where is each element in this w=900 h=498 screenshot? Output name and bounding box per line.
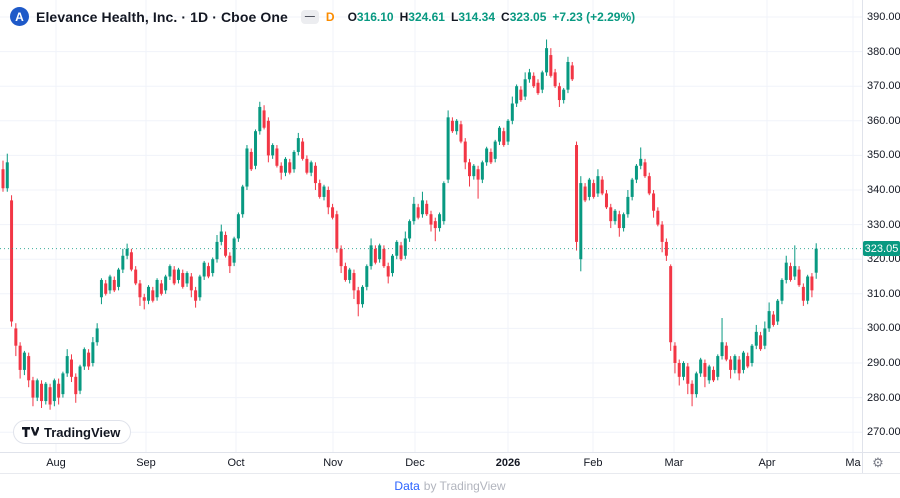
change-value: +7.23 (+2.29%) bbox=[552, 9, 636, 24]
attribution-bar: Data by TradingView bbox=[0, 474, 900, 498]
close-label: C bbox=[501, 9, 510, 24]
price-tick-label: 320.00 bbox=[867, 253, 900, 266]
open-value: 316.10 bbox=[356, 9, 394, 24]
time-tick-label: Mar bbox=[664, 457, 684, 469]
ohlc-readout: O316.10 H324.61 L314.34 C323.05 +7.23 (+… bbox=[348, 10, 636, 24]
chart-plot-area[interactable] bbox=[0, 0, 862, 452]
tradingview-logo-badge[interactable]: TradingView bbox=[13, 420, 132, 444]
tradingview-logo-icon bbox=[22, 426, 39, 437]
symbol-legend: A Elevance Health, Inc. · 1D · Cboe One … bbox=[10, 7, 635, 26]
price-tick-label: 290.00 bbox=[867, 357, 900, 369]
attribution-text: by TradingView bbox=[423, 479, 506, 493]
price-tick-label: 270.00 bbox=[867, 426, 900, 439]
gear-icon[interactable]: ⚙ bbox=[872, 455, 884, 470]
last-price-badge: 323.05 bbox=[863, 241, 900, 257]
data-link[interactable]: Data bbox=[394, 479, 420, 493]
time-tick-label: Dec bbox=[405, 457, 425, 469]
time-tick-label: 2026 bbox=[495, 457, 521, 469]
candlestick-chart bbox=[0, 0, 862, 452]
time-tick-label: Oct bbox=[227, 457, 245, 469]
time-tick-label: Feb bbox=[583, 457, 603, 469]
high-label: H bbox=[399, 9, 409, 24]
high-value: 324.61 bbox=[408, 9, 445, 24]
price-tick-label: 330.00 bbox=[867, 218, 900, 231]
symbol-logo-icon: A bbox=[10, 7, 29, 26]
collapse-legend-button[interactable]: — bbox=[300, 9, 319, 24]
interval-badge: D bbox=[325, 9, 335, 24]
price-tick-label: 310.00 bbox=[867, 287, 900, 300]
low-label: L bbox=[450, 9, 459, 24]
time-axis[interactable]: Aug Sep Oct Nov Dec 2026 Feb Mar Apr Ma bbox=[0, 453, 862, 473]
price-tick-label: 350.00 bbox=[867, 149, 900, 162]
time-tick-label: Ma bbox=[845, 457, 861, 469]
price-axis[interactable]: 390.00 380.00 370.00 360.00 350.00 340.00 330.… bbox=[863, 0, 900, 452]
price-tick-label: 280.00 bbox=[867, 391, 900, 404]
axis-vertical-separator bbox=[862, 0, 863, 473]
price-tick-label: 380.00 bbox=[867, 45, 900, 58]
close-value: 323.05 bbox=[509, 9, 547, 24]
tradingview-logo-text: TradingView bbox=[44, 424, 121, 440]
footer-separator bbox=[0, 473, 900, 474]
time-tick-label: Nov bbox=[323, 457, 343, 469]
price-tick-label: 360.00 bbox=[867, 114, 900, 127]
low-value: 314.34 bbox=[458, 9, 496, 24]
price-tick-label: 390.00 bbox=[867, 11, 900, 23]
axis-horizontal-separator bbox=[0, 452, 900, 453]
time-tick-label: Sep bbox=[136, 457, 156, 469]
price-tick-label: 300.00 bbox=[867, 322, 900, 335]
symbol-title[interactable]: Elevance Health, Inc. · 1D · Cboe One bbox=[36, 8, 288, 25]
price-tick-label: 370.00 bbox=[867, 80, 900, 93]
price-tick-label: 340.00 bbox=[867, 184, 900, 196]
time-tick-label: Aug bbox=[46, 457, 66, 469]
time-tick-label: Apr bbox=[758, 457, 776, 469]
open-label: O bbox=[347, 9, 357, 24]
